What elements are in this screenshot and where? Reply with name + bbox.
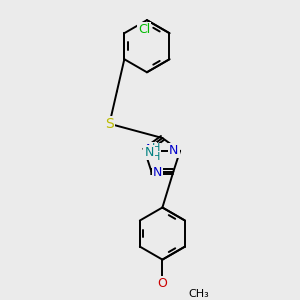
Text: N: N [169,144,178,157]
Text: S: S [105,117,114,131]
Text: H: H [152,152,160,162]
Text: CH₃: CH₃ [188,290,209,299]
Text: N: N [146,142,156,155]
Text: N: N [144,146,154,159]
Text: O: O [158,277,167,290]
Text: H: H [152,143,160,153]
Text: N: N [153,167,162,179]
Text: Cl: Cl [138,23,150,36]
